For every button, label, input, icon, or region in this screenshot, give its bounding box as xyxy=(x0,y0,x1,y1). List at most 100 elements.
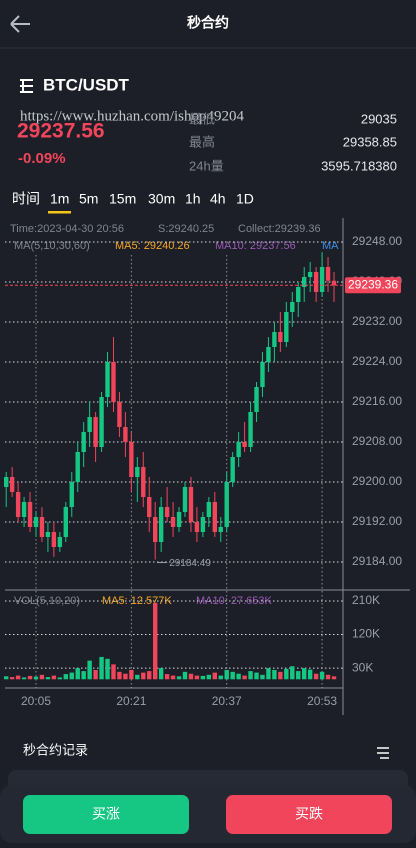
candle-body xyxy=(51,532,57,547)
ma-legend: MA xyxy=(322,240,339,252)
candle-body xyxy=(27,502,33,527)
menu-icon[interactable] xyxy=(20,79,33,93)
candle-body xyxy=(158,507,164,542)
volume-bar xyxy=(63,674,68,680)
tab[interactable]: 30m xyxy=(148,191,175,207)
volume-bar xyxy=(319,671,325,680)
volume-bar xyxy=(182,671,188,680)
price: 29237.56 xyxy=(17,120,105,143)
volume-bar xyxy=(15,675,21,680)
volume-bar xyxy=(81,671,86,680)
candle-body xyxy=(33,517,39,527)
stat-value: 29358.85 xyxy=(343,134,397,149)
volume-bar xyxy=(111,664,116,680)
buy-down-button[interactable] xyxy=(226,795,392,834)
candle-body xyxy=(254,387,259,412)
tab[interactable]: 1m xyxy=(50,191,69,207)
x-tick-label: 20:53 xyxy=(307,694,337,708)
x-tick-label: 20:05 xyxy=(21,694,51,708)
candle-body xyxy=(164,507,170,517)
watermark: https://www.huzhan.com/ishop49204 xyxy=(20,108,245,124)
tab[interactable]: 时间 xyxy=(12,191,40,207)
candle-body xyxy=(290,302,295,312)
candle-body xyxy=(248,412,253,447)
volume-bar xyxy=(33,676,39,680)
stat-value: 3595.718380 xyxy=(321,158,397,173)
volume-bar xyxy=(21,677,27,680)
volume-bar xyxy=(290,666,295,680)
volume-bar xyxy=(248,671,253,680)
volume-bar xyxy=(176,676,182,680)
tab[interactable]: 5m xyxy=(79,191,98,207)
volume-bar xyxy=(296,671,301,680)
volume-bar xyxy=(272,669,277,680)
tab[interactable]: 1D xyxy=(236,191,254,207)
stat-value: 29035 xyxy=(361,111,397,126)
volume-bar xyxy=(9,677,15,680)
volume-bar xyxy=(147,671,152,680)
tab-underline xyxy=(48,211,71,214)
y-tick-label: 210K xyxy=(352,593,380,607)
y-tick-label: 29208.00 xyxy=(352,434,402,448)
candle-body xyxy=(135,467,140,477)
y-tick-label: 29200.00 xyxy=(352,474,402,488)
volume-bar xyxy=(224,669,229,680)
candle-body xyxy=(302,277,307,287)
candle-body xyxy=(4,477,9,487)
x-tick-label: 20:21 xyxy=(116,694,146,708)
list-icon[interactable] xyxy=(377,747,389,759)
last-price-label: 29239.36 xyxy=(348,277,398,291)
candle-body xyxy=(45,532,51,537)
back-button[interactable] xyxy=(10,15,30,33)
volume-bar xyxy=(302,668,307,680)
volume-bar xyxy=(325,674,331,680)
candle-body xyxy=(194,522,200,532)
candle-body xyxy=(81,432,86,452)
candle-body xyxy=(319,267,325,292)
volume-bar xyxy=(123,673,128,680)
candle-body xyxy=(224,482,229,527)
volume-bar xyxy=(242,675,247,680)
candle-body xyxy=(325,267,331,281)
candle-body xyxy=(307,272,313,277)
candle-body xyxy=(93,417,98,447)
volume-bar xyxy=(153,602,158,680)
volume-bar xyxy=(218,675,223,680)
candle-body xyxy=(182,487,188,512)
buy-up-button[interactable] xyxy=(23,795,189,834)
candle-body xyxy=(272,332,277,347)
candle-body xyxy=(9,477,15,492)
candle-body xyxy=(69,482,74,507)
candle-body xyxy=(15,492,21,517)
tab[interactable]: 15m xyxy=(109,191,136,207)
candle-body xyxy=(278,332,283,342)
volume-bar xyxy=(194,675,200,680)
stat-label: 24h量 xyxy=(189,158,224,173)
tab[interactable]: 1h xyxy=(185,191,201,207)
volume-bar xyxy=(212,672,217,680)
volume-bar xyxy=(266,668,271,680)
candle-body xyxy=(87,417,92,432)
volume-bar xyxy=(129,669,134,680)
volume-bar xyxy=(313,673,319,680)
candle-body xyxy=(212,502,217,532)
volume-bar xyxy=(170,675,176,680)
candle-body xyxy=(206,502,212,517)
candle-body xyxy=(170,517,176,527)
candle-body xyxy=(218,527,223,532)
candle-body xyxy=(176,512,182,527)
y-tick-label: 29232.00 xyxy=(352,314,402,328)
plot: 29248.0029240.0029232.0029224.0029216.00… xyxy=(4,234,402,708)
chart-info: Time:2023-04-30 20:56 xyxy=(10,223,124,235)
volume-bar xyxy=(39,674,45,680)
tab[interactable]: 4h xyxy=(210,191,226,207)
volume-bar xyxy=(158,668,164,680)
buy-up-label: 买涨 xyxy=(92,806,120,822)
y-tick-label: 120K xyxy=(352,627,380,641)
volume-bar xyxy=(254,672,259,680)
stat-label: 最高 xyxy=(189,134,215,149)
candle-body xyxy=(111,362,116,402)
candle-body xyxy=(141,467,146,497)
min-label: 29184.49 xyxy=(169,558,211,569)
